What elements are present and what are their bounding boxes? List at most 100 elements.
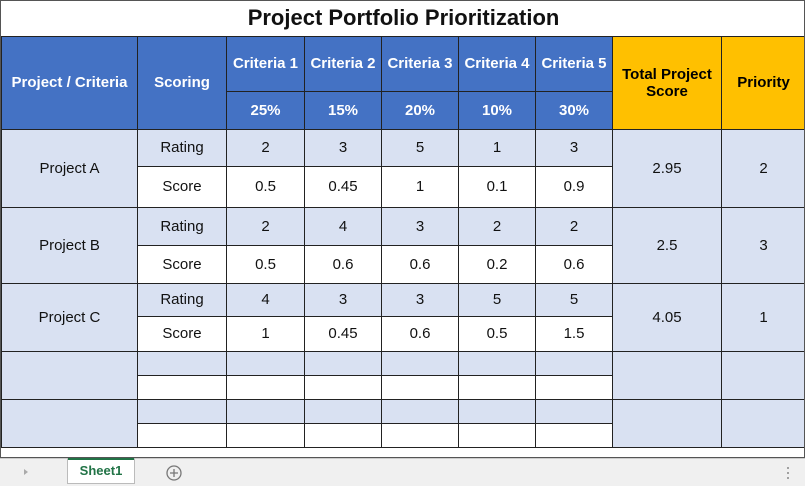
cell: 4 [226, 282, 305, 317]
cell: Criteria 3 [381, 35, 459, 92]
cell [226, 398, 305, 424]
cell: 2 [458, 206, 536, 246]
cell [226, 350, 305, 376]
cell: 10% [458, 90, 536, 130]
scroll-arrow[interactable] [16, 459, 36, 485]
cell: 3 [304, 128, 382, 167]
table-row: Project Portfolio Prioritization [1, 1, 804, 37]
table-row: Project A Rating 2 3 5 1 3 2.95 2 [1, 128, 804, 208]
cell [720, 398, 804, 448]
cell [381, 398, 459, 424]
cell: 0.6 [304, 244, 382, 284]
cell: 20% [381, 90, 459, 130]
title: Project Portfolio Prioritization [1, 1, 804, 37]
cell [458, 398, 536, 424]
table-row: 25% 15% 20% 10% 30% [2, 90, 805, 130]
cell: Scoring [137, 35, 227, 130]
cell [612, 398, 722, 448]
cell: Rating [137, 282, 227, 317]
cell: 0.2 [458, 244, 536, 284]
cell: Criteria 1 [226, 35, 305, 92]
cell: 15% [304, 90, 382, 130]
options-handle[interactable] [785, 463, 791, 483]
cell: 3 [535, 128, 613, 167]
cell [304, 350, 382, 376]
cell [458, 350, 536, 376]
sheet-tab-bar: Sheet1 [0, 458, 805, 486]
cell [137, 374, 227, 400]
cell: 0.9 [535, 165, 613, 208]
cell: 30% [535, 90, 613, 130]
table-row [2, 374, 805, 400]
cell [137, 422, 227, 448]
cell: 0.5 [226, 165, 305, 208]
cell [535, 422, 613, 448]
table-row: Project B Rating 2 4 3 2 2 2.5 3 [1, 206, 804, 284]
cell: 2.95 [612, 128, 722, 208]
cell: Criteria 5 [535, 35, 613, 92]
cell: 1 [458, 128, 536, 167]
cell: Score [137, 165, 227, 208]
cell: Rating [137, 206, 227, 246]
cell [137, 350, 227, 376]
cell: Criteria 4 [458, 35, 536, 92]
cell [304, 374, 382, 400]
add-sheet-button[interactable] [164, 463, 184, 483]
portfolio-table: Project Portfolio Prioritization Project … [1, 1, 805, 448]
cell: 2 [535, 206, 613, 246]
cell: 0.6 [381, 244, 459, 284]
cell: 2 [226, 206, 305, 246]
cell [226, 422, 305, 448]
table-row: Project C Rating 4 3 3 5 5 4.05 1 [1, 282, 804, 352]
cell: 0.45 [304, 165, 382, 208]
cell: 3 [720, 206, 804, 284]
cell [458, 422, 536, 448]
cell [720, 350, 804, 400]
cell: 2.5 [612, 206, 722, 284]
cell [535, 398, 613, 424]
cell: Priority [720, 35, 804, 130]
cell [304, 422, 382, 448]
table-row [1, 350, 804, 400]
cell [381, 422, 459, 448]
cell: 25% [226, 90, 305, 130]
cell: 0.6 [381, 315, 459, 352]
cell: 0.5 [226, 244, 305, 284]
cell [137, 398, 227, 424]
cell: Score [137, 315, 227, 352]
cell: 5 [381, 128, 459, 167]
cell [381, 374, 459, 400]
cell: 0.5 [458, 315, 536, 352]
cell: Project / Criteria [1, 35, 138, 130]
cell [612, 350, 722, 400]
cell [381, 350, 459, 376]
cell [226, 374, 305, 400]
cell: Project C [1, 282, 138, 352]
cell [304, 398, 382, 424]
cell: 3 [381, 206, 459, 246]
cell: 5 [458, 282, 536, 317]
cell: 1 [226, 315, 305, 352]
spreadsheet: Project Portfolio Prioritization Project … [0, 0, 805, 458]
cell: Project B [1, 206, 138, 284]
cell: 1 [381, 165, 459, 208]
cell: Project A [1, 128, 138, 208]
cell: Total Project Score [612, 35, 722, 130]
cell: Rating [137, 128, 227, 167]
sheet-tab[interactable]: Sheet1 [67, 458, 135, 484]
cell: 2 [720, 128, 804, 208]
cell [1, 398, 138, 448]
table-row [1, 398, 804, 448]
cell: 5 [535, 282, 613, 317]
cell: 1.5 [535, 315, 613, 352]
cell: 3 [304, 282, 382, 317]
cell: 0.45 [304, 315, 382, 352]
cell: Criteria 2 [304, 35, 382, 92]
cell: 4.05 [612, 282, 722, 352]
table-row: Score 1 0.45 0.6 0.5 1.5 [2, 315, 805, 352]
cell: Score [137, 244, 227, 284]
cell: 2 [226, 128, 305, 167]
cell: 4 [304, 206, 382, 246]
cell [535, 374, 613, 400]
cell [1, 350, 138, 400]
